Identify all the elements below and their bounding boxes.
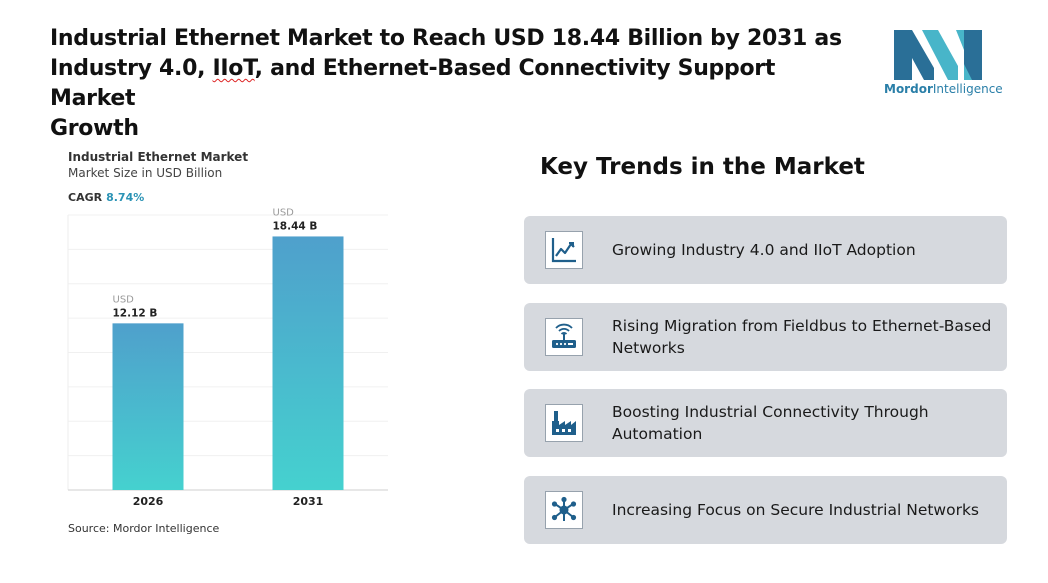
- chart-subtitle: Market Size in USD Billion: [68, 166, 223, 180]
- cagr-label: CAGR 8.74%: [68, 191, 144, 204]
- trends-title: Key Trends in the Market: [540, 154, 865, 180]
- line-chart-icon: [545, 231, 583, 269]
- cagr-text: CAGR: [68, 191, 103, 204]
- chart-source: Source: Mordor Intelligence: [68, 522, 220, 535]
- spellcheck-word: IIoT: [212, 56, 255, 81]
- headline-line-2-start: Industry 4.0,: [50, 56, 213, 81]
- trend-card-secure-networks: Increasing Focus on Secure Industrial Ne…: [524, 476, 1007, 544]
- bar-2026: [112, 323, 184, 490]
- bar-unit-label: USD: [113, 294, 135, 305]
- trend-text: Increasing Focus on Secure Industrial Ne…: [612, 501, 980, 519]
- trend-text: Boosting Industrial Connectivity Through…: [612, 403, 929, 443]
- mordor-logo-icon: [894, 30, 982, 80]
- factory-icon: [545, 404, 583, 442]
- headline-line-3: Growth: [50, 116, 139, 141]
- headline-line-1: Industrial Ethernet Market to Reach USD …: [50, 26, 842, 51]
- market-size-chart: USD 12.12 B 2026 USD 18.44 B 2031 Industrial …: [50, 140, 410, 550]
- network-hub-icon: [545, 491, 583, 529]
- trend-card-automation: Boosting Industrial Connectivity Through…: [524, 389, 1007, 457]
- x-tick-label: 2026: [133, 495, 164, 508]
- bar-value-label: 12.12 B: [113, 307, 158, 319]
- trend-text: Rising Migration from Fieldbus to Ethern…: [612, 317, 992, 357]
- x-tick-label: 2031: [293, 495, 324, 508]
- router-icon: [545, 318, 583, 356]
- headline-line-2-end: , and Ethernet-Based Connectivity Suppor…: [50, 56, 776, 111]
- bar-2031: [272, 236, 344, 490]
- headline-line-2: Industry 4.0, IIoT, and Ethernet-Based C…: [50, 54, 860, 114]
- bar-chart: USD 12.12 B 2026 USD 18.44 B 2031: [67, 207, 388, 508]
- trend-card-industry-iiot: Growing Industry 4.0 and IIoT Adoption: [524, 216, 1007, 284]
- trend-card-fieldbus-migration: Rising Migration from Fieldbus to Ethern…: [524, 303, 1007, 371]
- logo-wordmark: MordorIntelligence: [884, 82, 1004, 96]
- bar-unit-label: USD: [273, 207, 295, 218]
- trend-text: Growing Industry 4.0 and IIoT Adoption: [612, 241, 916, 259]
- chart-title: Industrial Ethernet Market: [68, 150, 249, 164]
- cagr-value: 8.74%: [106, 191, 145, 204]
- page-headline: Industrial Ethernet Market to Reach USD …: [50, 24, 860, 144]
- logo-suffix: Intelligence: [932, 82, 1003, 96]
- bar-value-label: 18.44 B: [273, 220, 318, 232]
- logo-brand: Mordor: [884, 82, 933, 96]
